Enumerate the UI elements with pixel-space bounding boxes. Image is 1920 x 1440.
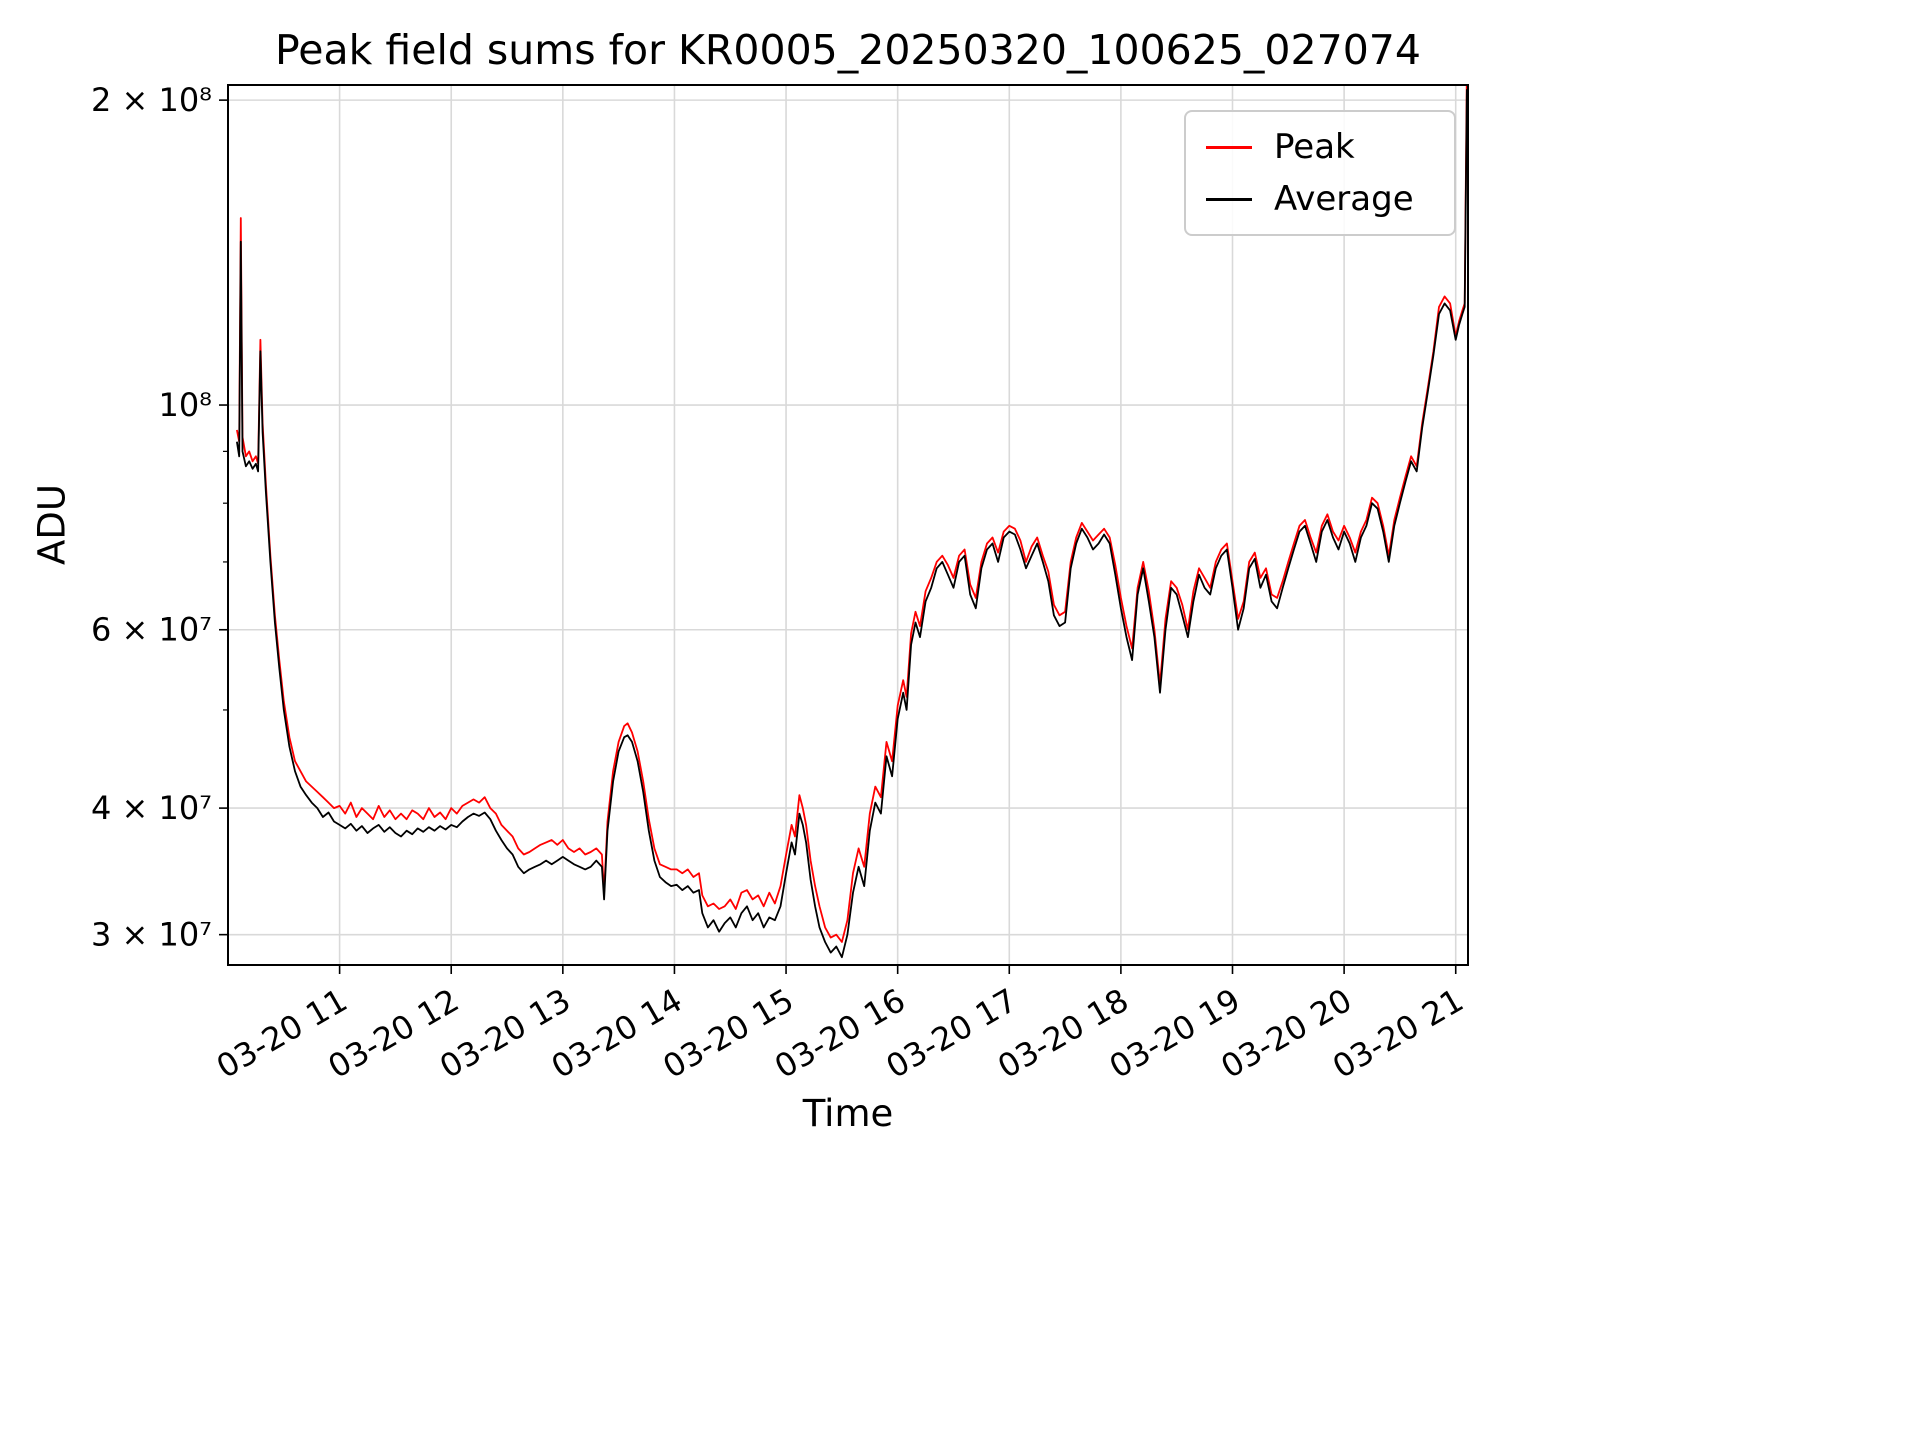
y-axis-label: ADU — [30, 484, 74, 565]
axes-frame — [227, 84, 1469, 966]
chart-title: Peak field sums for KR0005_20250320_1006… — [275, 26, 1421, 74]
legend-label-average: Average — [1274, 179, 1414, 219]
gridlines — [228, 85, 1468, 965]
ticks — [219, 99, 1457, 974]
legend: Peak Average — [1184, 110, 1456, 236]
peak-line-swatch — [1206, 145, 1252, 149]
average-line — [236, 89, 1468, 959]
legend-entry-peak: Peak — [1206, 126, 1454, 168]
legend-entry-average: Average — [1206, 178, 1454, 220]
y-tick-label: 3 × 10⁷ — [91, 916, 212, 954]
legend-label-peak: Peak — [1274, 127, 1355, 167]
peak-line — [236, 85, 1468, 943]
y-tick-label: 6 × 10⁷ — [91, 611, 212, 649]
y-tick-label: 2 × 10⁸ — [91, 81, 212, 119]
average-line-swatch — [1206, 197, 1252, 201]
y-tick-label: 4 × 10⁷ — [91, 789, 212, 827]
y-tick-label: 10⁸ — [158, 386, 212, 424]
x-axis-label: Time — [802, 1092, 894, 1135]
